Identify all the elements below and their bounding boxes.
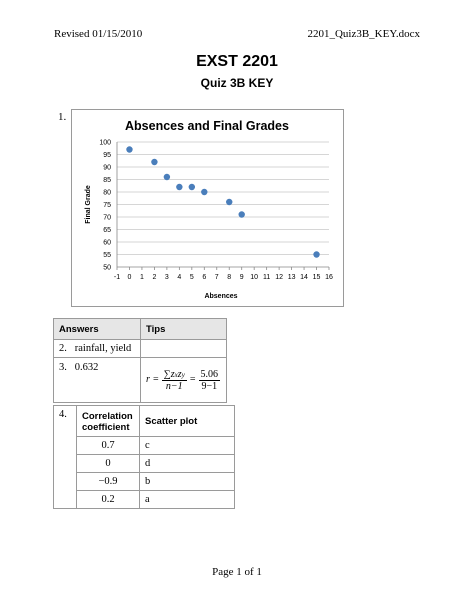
- chart-y-tick-label: 50: [103, 265, 111, 272]
- chart-x-tick-label: 5: [190, 274, 194, 281]
- correlation-table: 4. Correlation coefficient Scatter plot …: [53, 405, 235, 509]
- chart-x-tick-label: 3: [165, 274, 169, 281]
- chart-data-point: [313, 251, 320, 258]
- chart-y-tick-label: 95: [103, 152, 111, 159]
- correlation-header: Correlation coefficient: [76, 405, 140, 437]
- chart-axes: [116, 142, 329, 268]
- chart-data-point: [151, 158, 158, 166]
- table-row: 0.2 a: [54, 490, 235, 509]
- chart-x-tick-label: 4: [177, 274, 181, 281]
- correlation-value: 0.2: [76, 490, 140, 509]
- chart-data-point: [226, 198, 233, 206]
- chart-x-tick-label: 8: [227, 274, 231, 281]
- chart-x-axis-label: Absences: [204, 293, 237, 300]
- chart-points: [126, 146, 320, 258]
- chart-y-tick-label: 75: [103, 202, 111, 209]
- answer-number: 3.: [59, 362, 67, 373]
- answer-cell: 2. rainfall, yield: [53, 339, 141, 358]
- chart-y-tick-label: 65: [103, 227, 111, 234]
- chart-y-tick-label: 80: [103, 190, 111, 197]
- chart-y-tick-label: 70: [103, 215, 111, 222]
- formula-value-fraction: 5.06 9−1: [198, 368, 221, 392]
- chart-gridlines: [117, 141, 329, 255]
- formula-denominator: n−1: [165, 380, 183, 392]
- tip-cell: [140, 339, 227, 358]
- table-row: 3. 0.632 r = ∑zxzy n−1 = 5.06 9−1: [53, 357, 227, 403]
- scatter-chart: Absences and Final Grades Absences Final…: [71, 109, 344, 307]
- correlation-formula: r = ∑zxzy n−1 = 5.06 9−1: [146, 369, 221, 392]
- table-row: −0.9 b: [54, 472, 235, 491]
- scatter-plot-letter: c: [139, 436, 235, 455]
- chart-x-ticks: -1 0 1 2 3 4 5 6 7 8 9 10 11 12 13 14 15 16: [114, 267, 333, 281]
- question-4-number: 4.: [53, 405, 77, 509]
- chart-data-point: [201, 188, 208, 196]
- chart-x-tick-label: -1: [114, 274, 120, 281]
- answer-text: rainfall, yield: [74, 343, 132, 354]
- chart-y-tick-label: 100: [99, 140, 111, 147]
- page-footer: Page 1 of 1: [212, 566, 262, 578]
- page-title: EXST 2201: [196, 53, 278, 70]
- answer-cell: 3. 0.632: [53, 357, 141, 403]
- chart-x-tick-label: 11: [263, 274, 270, 281]
- chart-data-point: [176, 183, 183, 191]
- chart-y-tick-label: 55: [103, 252, 111, 259]
- page-subtitle: Quiz 3B KEY: [200, 76, 274, 90]
- chart-x-tick-label: 6: [202, 274, 206, 281]
- chart-x-tick-label: 0: [128, 274, 132, 281]
- chart-x-tick-label: 9: [240, 274, 244, 281]
- formula-equals: =: [189, 374, 197, 386]
- chart-svg: Absences and Final Grades Absences Final…: [71, 109, 344, 307]
- tips-header: Tips: [140, 318, 227, 340]
- header-revised-date: Revised 01/15/2010: [54, 28, 143, 40]
- table-row: 0.7 c: [54, 436, 235, 455]
- chart-x-tick-label: 2: [152, 274, 156, 281]
- answers-table-header: Answers Tips: [53, 318, 227, 340]
- scatter-plot-letter: a: [139, 490, 235, 509]
- chart-y-tick-label: 85: [103, 177, 111, 184]
- answer-number: 2.: [59, 343, 67, 354]
- answers-table: Answers Tips 2. rainfall, yield 3. 0.632…: [53, 318, 227, 403]
- correlation-value: −0.9: [76, 472, 140, 491]
- chart-data-point: [163, 173, 171, 181]
- chart-title: Absences and Final Grades: [125, 119, 289, 133]
- scatter-plot-header: Scatter plot: [139, 405, 235, 437]
- table-row: 0 d: [54, 454, 235, 473]
- chart-x-tick-label: 13: [288, 274, 296, 281]
- scatter-plot-letter: d: [139, 454, 235, 473]
- chart-data-point: [188, 183, 196, 191]
- chart-x-tick-label: 16: [325, 274, 333, 281]
- chart-x-tick-label: 10: [250, 274, 258, 281]
- chart-x-tick-label: 7: [215, 274, 219, 281]
- answers-header: Answers: [53, 318, 141, 340]
- chart-x-tick-label: 1: [140, 274, 144, 281]
- chart-data-point: [126, 146, 133, 153]
- chart-x-tick-label: 12: [275, 274, 283, 281]
- chart-x-tick-label: 15: [313, 274, 321, 281]
- tip-cell: r = ∑zxzy n−1 = 5.06 9−1: [140, 357, 227, 403]
- correlation-value: 0: [76, 454, 140, 473]
- table-row: 2. rainfall, yield: [53, 339, 227, 358]
- chart-y-tick-label: 90: [103, 165, 111, 172]
- correlation-table-header: 4. Correlation coefficient Scatter plot: [53, 405, 235, 509]
- correlation-value: 0.7: [76, 436, 140, 455]
- question-1-number: 1.: [58, 111, 67, 123]
- chart-data-point: [238, 211, 245, 218]
- header-filename: 2201_Quiz3B_KEY.docx: [307, 28, 420, 40]
- formula-fraction: ∑zxzy n−1: [161, 368, 187, 392]
- formula-lhs: r =: [146, 374, 160, 386]
- chart-y-ticks: 50 55 60 65 70 75 80 85 90 95 100: [99, 140, 111, 272]
- formula-value-numerator: 5.06: [198, 368, 221, 381]
- chart-y-tick-label: 60: [103, 240, 111, 247]
- chart-y-axis-label: Final Grade: [85, 185, 92, 224]
- formula-numerator: ∑z: [163, 368, 175, 380]
- chart-x-tick-label: 14: [300, 274, 308, 281]
- scatter-plot-letter: b: [139, 472, 235, 491]
- answer-text: 0.632: [74, 362, 99, 373]
- formula-value-denominator: 9−1: [201, 380, 218, 392]
